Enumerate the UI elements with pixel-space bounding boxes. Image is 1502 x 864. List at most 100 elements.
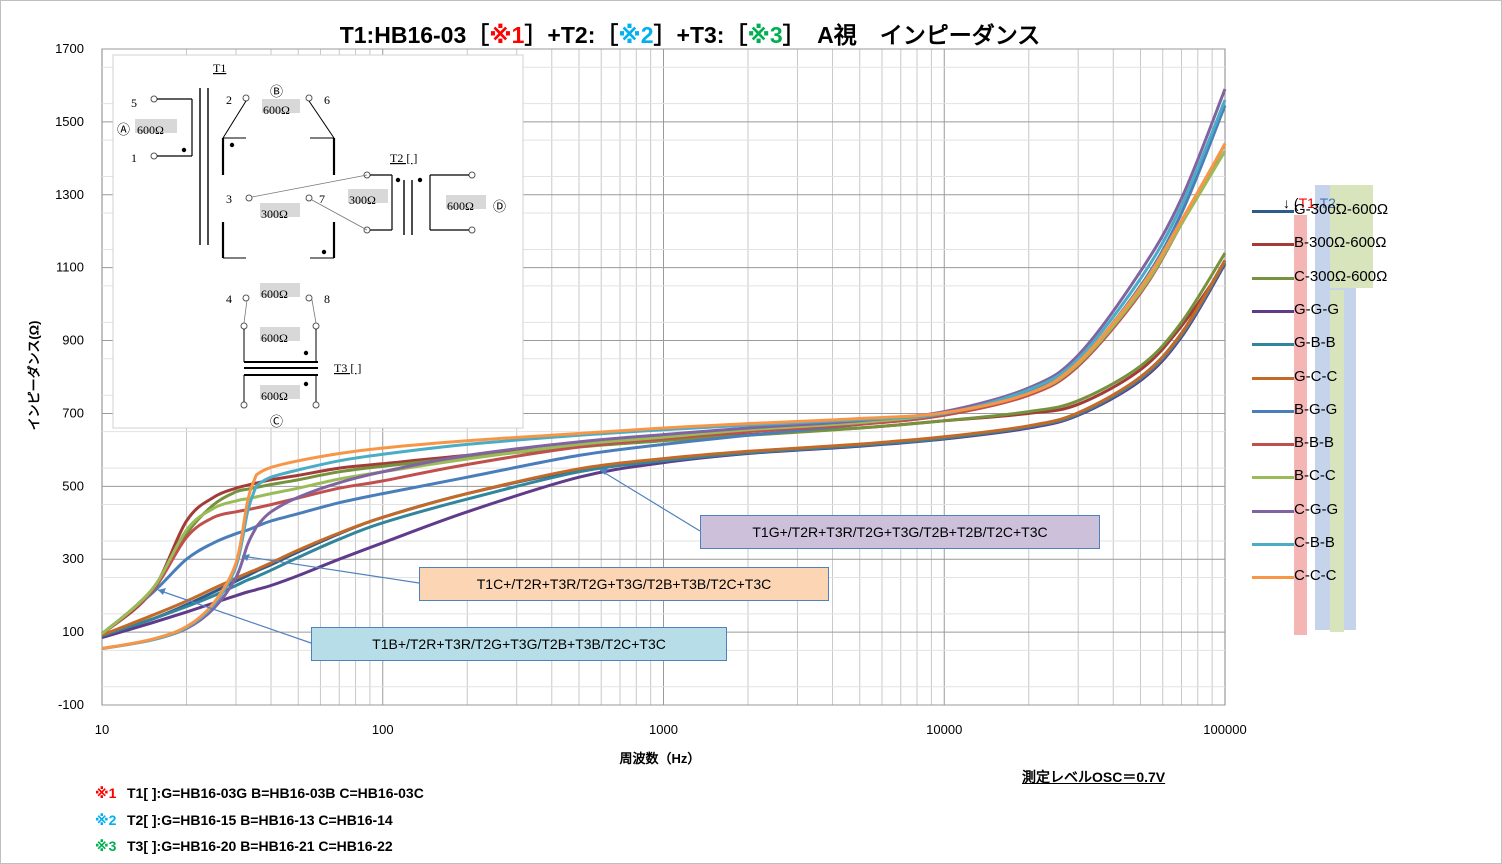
inset-pin-6: 6 — [324, 93, 330, 107]
callout-leader — [241, 555, 420, 584]
inset-port-a: Ⓐ — [117, 122, 130, 137]
note-mark: ※2 — [95, 811, 117, 828]
title-part: ※2 — [618, 22, 654, 48]
inset-wire — [243, 299, 248, 324]
note-3: ※3 T3[ ]:G=HB16-20 B=HB16-21 C=HB16-22 — [95, 833, 424, 860]
y-tick-label: -100 — [58, 697, 84, 712]
legend-swatch — [1252, 243, 1294, 247]
legend-label: C-C-C — [1294, 567, 1337, 585]
note-text: T2[ ]:G=HB16-15 B=HB16-13 C=HB16-14 — [127, 811, 393, 828]
inset-ohm-mid: 600Ω — [261, 287, 288, 301]
inset-background — [112, 54, 524, 429]
inset-terminal — [305, 294, 313, 302]
legend-label: C-300Ω-600Ω — [1294, 267, 1388, 285]
legend-label: B-C-C — [1294, 467, 1336, 485]
inset-ohm-300: 300Ω — [261, 207, 288, 221]
inset-terminal — [305, 194, 313, 202]
inset-wire — [308, 100, 335, 139]
inset-pin-1: 1 — [131, 151, 137, 165]
callout-leader — [157, 589, 312, 644]
inset-terminal — [242, 294, 250, 302]
y-tick-label: 1100 — [56, 260, 84, 275]
inset-ohm-t3: 600Ω — [261, 331, 288, 345]
inset-pin-2: 2 — [226, 93, 232, 107]
callout-t1b: T1B+/T2R+T3R/T2G+T3G/T2B+T3B/T2C+T3C — [311, 627, 727, 661]
y-tick-label: 1700 — [55, 41, 84, 56]
inset-label-bg — [260, 385, 300, 399]
inset-label-bg — [260, 283, 300, 297]
legend-band-t3 — [1330, 185, 1373, 288]
callout-t1g: T1G+/T2R+T3R/T2G+T3G/T2B+T2B/T2C+T3C — [700, 515, 1100, 549]
series-layer — [101, 88, 1227, 650]
title-part: ］+T2:［ — [524, 22, 619, 48]
legend-label: G-G-G — [1294, 300, 1339, 318]
legend-swatch — [1252, 443, 1294, 447]
inset-dot — [303, 381, 309, 387]
inset-terminal — [305, 94, 313, 102]
inset-ohm-b-top: 600Ω — [263, 103, 290, 117]
y-tick-label: 500 — [62, 478, 84, 493]
inset-wire — [311, 199, 368, 231]
series-line-10 — [101, 88, 1227, 650]
inset-dot — [395, 177, 401, 183]
title-part: ］+T3:［ — [653, 22, 748, 48]
inset-terminal — [242, 94, 250, 102]
callout-arrowhead — [600, 468, 608, 475]
legend-label: B-B-B — [1294, 434, 1335, 452]
callout-leader — [599, 469, 701, 532]
inset-terminal — [312, 322, 320, 330]
inset-port-c: Ⓒ — [270, 414, 283, 429]
y-tick-label: 100 — [62, 624, 84, 639]
title-part: ※1 — [489, 22, 525, 48]
inset-terminal — [312, 401, 320, 409]
x-tick-label: 100 — [372, 722, 394, 737]
inset-label-bg — [348, 189, 388, 203]
inset-terminal — [240, 322, 248, 330]
inset-label-bg — [260, 327, 300, 341]
inset-dot — [303, 350, 309, 356]
inset-port-b: Ⓑ — [270, 84, 283, 99]
inset-ohm-t3b: 600Ω — [261, 389, 288, 403]
legend-swatch — [1252, 476, 1294, 480]
series-line-2 — [101, 263, 1227, 636]
note-mark: ※3 — [95, 838, 117, 854]
legend-label: G-300Ω-600Ω — [1294, 201, 1389, 218]
legend-swatch — [1252, 376, 1294, 380]
inset-ohm-a: 600Ω — [137, 123, 164, 137]
series-line-8 — [101, 143, 1227, 636]
inset-ohm-t2: 300Ω — [349, 193, 376, 207]
inset-terminal — [150, 152, 158, 160]
legend-band-t3-lower — [1330, 290, 1344, 632]
legend-swatch — [1252, 576, 1294, 580]
inset-terminal — [245, 194, 253, 202]
inset-t3-label: T3 [ ] — [334, 361, 361, 375]
inset-dot — [181, 147, 187, 153]
note-mark: ※1 — [95, 785, 117, 801]
y-axis-label: インピーダンス(Ω) — [26, 320, 42, 431]
inset-label-bg — [446, 195, 486, 209]
inset-label-bg — [262, 99, 300, 113]
callout-arrowhead — [158, 588, 166, 595]
callout-lines — [157, 468, 701, 644]
note-text: T3[ ]:G=HB16-20 B=HB16-21 C=HB16-22 — [127, 838, 393, 854]
legend-label: C-G-G — [1294, 500, 1339, 518]
y-tick-label: 700 — [62, 405, 84, 420]
legend-swatch — [1252, 409, 1294, 413]
inset-pin-4: 4 — [226, 292, 232, 306]
title-part: ※3 — [747, 22, 783, 48]
inset-wire — [311, 299, 317, 324]
inset-dot — [417, 177, 423, 183]
inset-wire — [251, 174, 368, 198]
inset-t2-label: T2 [ ] — [390, 151, 417, 165]
inset-pin-5: 5 — [131, 96, 137, 110]
note-2: ※2 T2[ ]:G=HB16-15 B=HB16-13 C=HB16-14 — [95, 807, 424, 834]
inset-terminal — [468, 171, 476, 179]
legend-header: ↓ (T1-T2- — [1283, 195, 1341, 211]
series-line-12 — [101, 143, 1227, 650]
inset-wire — [222, 100, 247, 139]
legend-swatch — [1252, 309, 1294, 313]
callout-arrowhead — [242, 554, 250, 561]
legend-swatch — [1252, 276, 1294, 280]
